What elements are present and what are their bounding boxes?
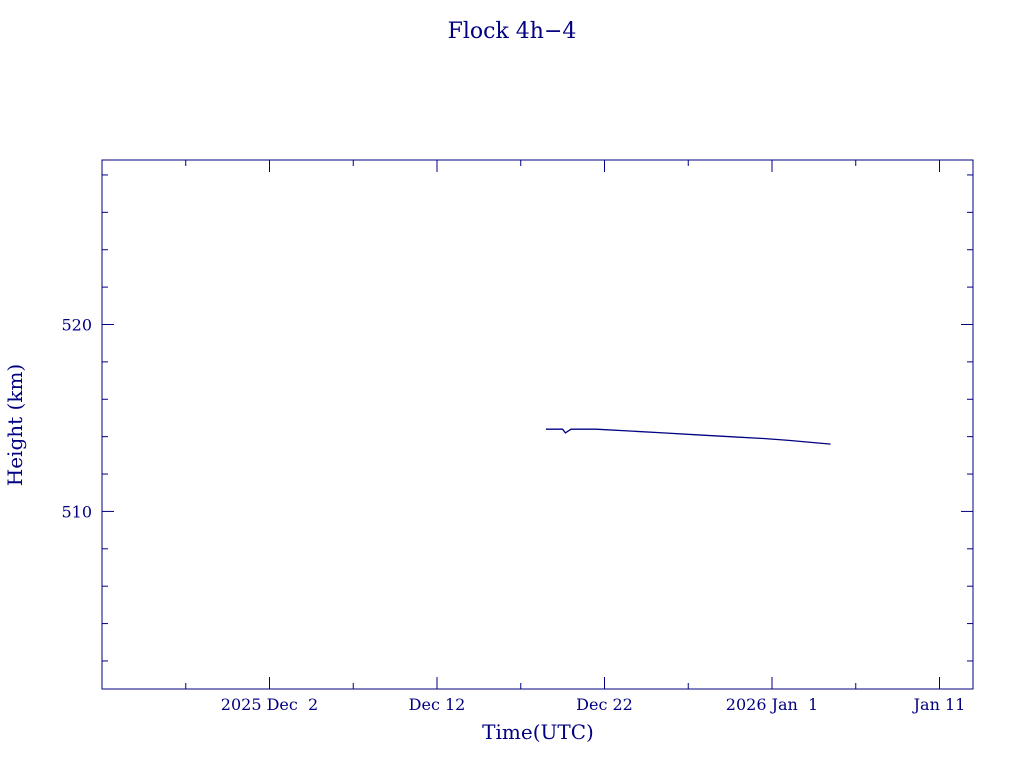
y-axis-ticks: [102, 174, 973, 662]
y-tick-label: 520: [61, 315, 92, 334]
x-axis-tick-labels: 2025 Dec 2 Dec 12 Dec 22 2026 Jan 1 Jan 11: [221, 695, 966, 714]
y-tick-label: 510: [61, 502, 92, 521]
x-tick-label: Dec 22: [576, 695, 633, 714]
chart-title: Flock 4h−4: [448, 19, 577, 44]
plot-frame: [101, 159, 974, 690]
x-tick-label: Jan 11: [912, 695, 966, 714]
x-axis-ticks: [185, 160, 940, 689]
series-line: [545, 428, 831, 445]
x-tick-label: 2025 Dec 2: [221, 695, 318, 714]
x-axis-label: Time(UTC): [482, 720, 594, 744]
series-group: [545, 428, 831, 445]
y-axis-tick-labels: 510 520: [61, 315, 92, 521]
y-axis-label: Height (km): [3, 364, 27, 486]
x-tick-label: 2026 Jan 1: [726, 695, 818, 714]
x-tick-label: Dec 12: [409, 695, 466, 714]
